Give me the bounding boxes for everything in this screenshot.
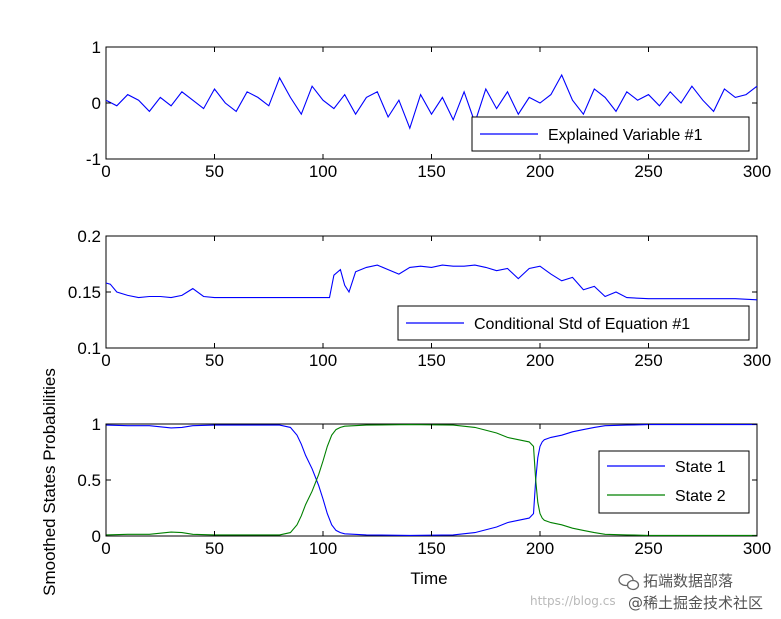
x-tick-label: 300 — [743, 162, 771, 181]
x-tick-label: 100 — [309, 162, 337, 181]
watermark-brand: 拓端数据部落 — [643, 572, 733, 590]
legend-label-2: State 2 — [675, 488, 726, 505]
series-line-2 — [105, 424, 757, 536]
series-line-1 — [105, 264, 758, 301]
watermark-brand-sub: @稀土掘金技术社区 — [628, 594, 763, 612]
y-tick-label: 0.1 — [77, 339, 101, 358]
y-tick-label: 0.15 — [68, 283, 101, 302]
x-tick-label: 0 — [101, 162, 110, 181]
legend-label-1: Explained Variable #1 — [548, 127, 703, 144]
legend-label-1: Conditional Std of Equation #1 — [474, 316, 690, 333]
x-tick-label: 300 — [743, 351, 771, 370]
x-tick-label: 100 — [309, 351, 337, 370]
x-axis-label: Time — [410, 569, 447, 588]
y-axis-label: Smoothed States Probabilities — [40, 368, 59, 596]
x-tick-label: 0 — [101, 539, 110, 558]
chart-conditional-std: 0 50 100 150 200 250 300 0.1 0.15 0.2 Conditional … — [68, 227, 771, 370]
y-tick-label: 1 — [92, 38, 101, 57]
x-tick-label: 300 — [743, 539, 771, 558]
x-tick-label: 50 — [205, 351, 224, 370]
y-tick-label: 0.5 — [77, 471, 101, 490]
x-tick-label: 0 — [101, 351, 110, 370]
x-tick-label: 50 — [205, 539, 224, 558]
legend-label-1: State 1 — [675, 459, 726, 476]
x-tick-label: 200 — [526, 351, 554, 370]
x-tick-label: 150 — [417, 162, 445, 181]
y-tick-label: -1 — [86, 150, 101, 169]
wechat-icon — [618, 573, 640, 591]
x-tick-label: 200 — [526, 162, 554, 181]
series-line-1 — [105, 73, 758, 130]
watermark: https://blog.cs 拓端数据部落 @稀土掘金技术社区 — [530, 572, 763, 612]
watermark-url: https://blog.cs — [530, 594, 616, 608]
x-tick-label: 200 — [526, 539, 554, 558]
x-tick-label: 250 — [634, 539, 662, 558]
x-tick-label: 250 — [634, 351, 662, 370]
x-tick-label: 100 — [309, 539, 337, 558]
x-tick-label: 50 — [205, 162, 224, 181]
x-tick-label: 250 — [634, 162, 662, 181]
series-line-1 — [105, 424, 757, 536]
x-tick-label: 150 — [417, 539, 445, 558]
y-tick-label: 0 — [92, 94, 101, 113]
legend-box — [471, 116, 750, 152]
x-tick-label: 150 — [417, 351, 445, 370]
y-tick-label: 0.2 — [77, 227, 101, 246]
legend-box — [598, 450, 750, 514]
y-tick-label: 0 — [92, 527, 101, 546]
y-tick-label: 1 — [92, 415, 101, 434]
chart-smoothed-states: 0 50 100 150 200 250 300 0 0.5 1 State 1 State 2 — [77, 415, 771, 558]
